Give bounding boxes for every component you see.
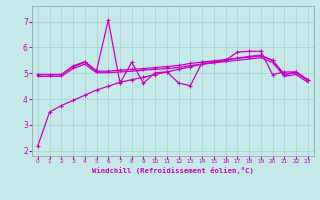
X-axis label: Windchill (Refroidissement éolien,°C): Windchill (Refroidissement éolien,°C) bbox=[92, 167, 254, 174]
